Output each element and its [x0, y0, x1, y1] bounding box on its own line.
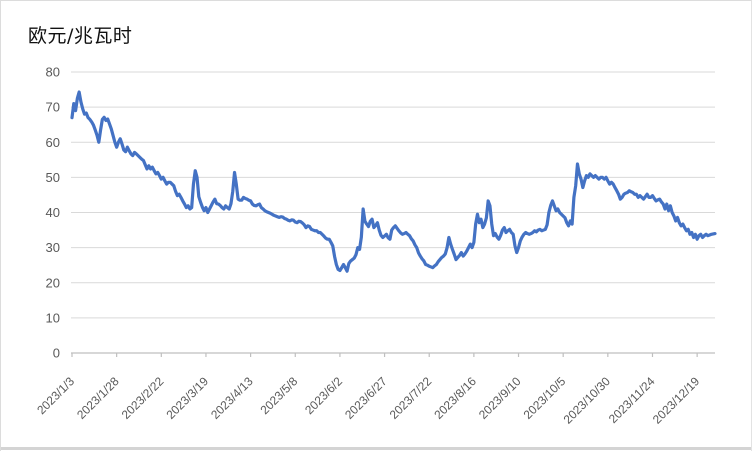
y-axis-label: 20 [46, 275, 60, 290]
x-axis-label: 2023/5/8 [257, 374, 300, 417]
x-axis-label: 2023/1/28 [74, 374, 122, 422]
x-axis-label: 2023/7/22 [387, 374, 435, 422]
x-axis-label: 2023/6/27 [342, 374, 390, 422]
y-axis-label: 30 [46, 240, 60, 255]
y-axis-label: 50 [46, 170, 60, 185]
x-axis-label: 2023/6/2 [302, 374, 345, 417]
x-axis-label: 2023/10/30 [561, 374, 614, 427]
y-axis-label: 10 [46, 310, 60, 325]
x-axis-label: 2023/8/16 [431, 374, 479, 422]
x-axis-label: 2023/9/10 [476, 374, 524, 422]
x-axis-label: 2023/12/19 [650, 374, 703, 427]
x-axis-label: 2023/2/22 [119, 374, 167, 422]
price-line-series [70, 90, 717, 273]
x-axis-label: 2023/3/19 [163, 374, 211, 422]
chart-title: 欧元/兆瓦时 [28, 25, 133, 47]
y-axis-label: 80 [46, 65, 60, 80]
y-axis-label: 40 [46, 205, 60, 220]
window-bottom-edge [1, 447, 751, 450]
x-axis-label: 2023/4/13 [208, 374, 256, 422]
y-axis-label: 60 [46, 135, 60, 150]
x-axis-label: 2023/1/3 [34, 374, 77, 417]
y-axis-label: 70 [46, 100, 60, 115]
y-axis-label: 0 [53, 346, 60, 361]
